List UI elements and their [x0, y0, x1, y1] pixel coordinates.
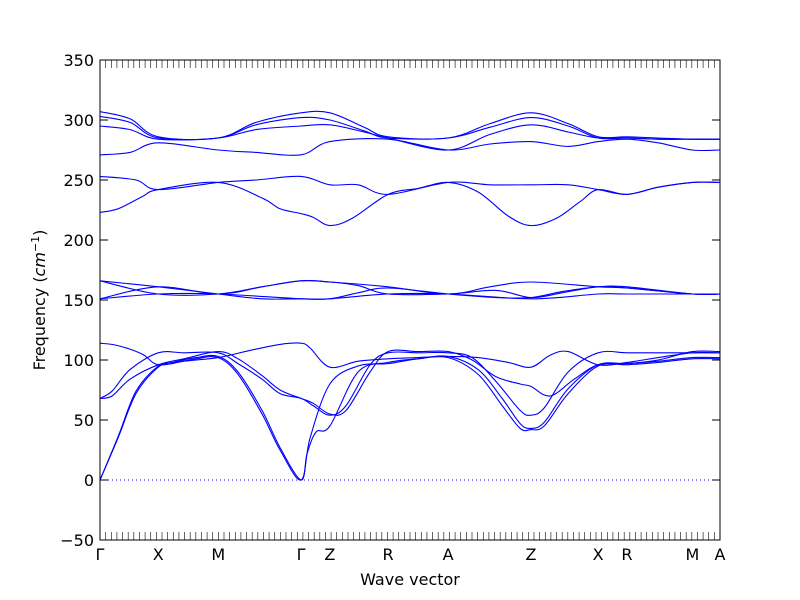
band-line-5: [99, 342, 721, 369]
band-line-9: [99, 280, 721, 300]
band-line-12: [99, 138, 721, 156]
band-line-2: [99, 354, 721, 481]
y-tick-label: 0: [84, 471, 94, 490]
y-tick-label: 300: [63, 111, 94, 130]
x-tick-label-3: M: [211, 545, 225, 564]
y-tick-label: 150: [63, 291, 94, 310]
x-tick-label-11: M: [685, 545, 699, 564]
x-tick-label-4: Γ: [297, 545, 306, 564]
axes-frame: [99, 59, 721, 541]
y-tick-label: 50: [74, 411, 94, 430]
x-tick-label-8: Z: [525, 545, 536, 564]
y-axis-label: Frequency (cm−1): [29, 230, 49, 371]
band-line-3: [99, 350, 720, 416]
x-tick-label-10: R: [621, 545, 632, 564]
y-axis-label-suffix: ): [30, 230, 49, 236]
y-tick-label: 200: [63, 231, 94, 250]
y-tick-label: 350: [63, 51, 94, 70]
x-axis-label: Wave vector: [360, 570, 460, 589]
y-tick-label: 100: [63, 351, 94, 370]
band-line-8: [99, 279, 721, 299]
x-tick-label-12: A: [715, 545, 726, 564]
y-axis-label-prefix: Frequency (: [30, 276, 49, 370]
x-tick-label-2: X: [153, 545, 164, 564]
band-line-1: [99, 356, 721, 481]
x-tick-label-9: X: [593, 545, 604, 564]
x-tick-label-6: R: [383, 545, 394, 564]
y-tick-label: 250: [63, 171, 94, 190]
x-tick-label-7: A: [443, 545, 454, 564]
y-tick-label: −50: [60, 531, 94, 550]
y-axis-label-unit: cm: [30, 252, 49, 276]
band-line-10: [99, 181, 721, 227]
x-tick-label-1: Γ: [96, 545, 105, 564]
x-tick-label-5: Z: [324, 545, 335, 564]
y-axis-label-exponent: −1: [29, 236, 42, 252]
band-line-11: [99, 175, 721, 195]
plot-area: [99, 110, 721, 481]
y-axis: −50 0 50 100 150 200 250 300 350: [60, 51, 720, 550]
band-line-15: [99, 110, 721, 141]
